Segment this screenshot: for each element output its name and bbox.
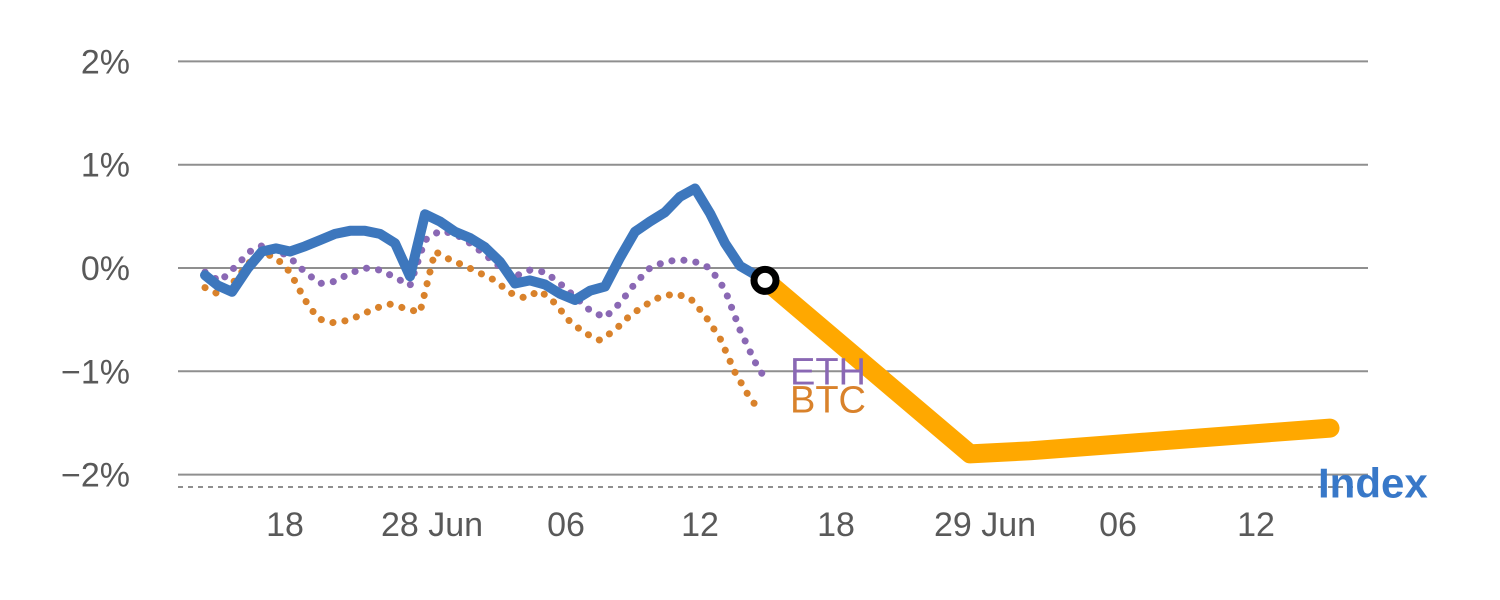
- series-line-index: [200, 183, 770, 305]
- series-line-index-forecast: [758, 273, 1340, 464]
- x-tick-label: 28 Jun: [381, 506, 483, 544]
- y-tick-label: 2%: [81, 43, 130, 81]
- y-tick-label: −2%: [61, 457, 130, 495]
- x-tick-label: 12: [1237, 506, 1275, 544]
- x-tick-label: 12: [681, 506, 719, 544]
- series-label-index: Index: [1318, 459, 1428, 506]
- x-tick-label: 06: [547, 506, 585, 544]
- y-tick-label: 1%: [81, 147, 130, 185]
- x-tick-label: 29 Jun: [934, 506, 1036, 544]
- x-tick-label: 18: [266, 506, 304, 544]
- y-tick-label: −1%: [61, 353, 130, 391]
- series-label-eth: ETH: [790, 352, 866, 394]
- x-tick-label: 06: [1099, 506, 1137, 544]
- y-tick-label: 0%: [81, 250, 130, 288]
- x-tick-label: 18: [817, 506, 855, 544]
- forecast-start-marker: [750, 265, 780, 295]
- series-label-btc: BTC: [790, 380, 866, 422]
- series-line-eth: [201, 227, 769, 382]
- series-line-btc: [201, 248, 764, 415]
